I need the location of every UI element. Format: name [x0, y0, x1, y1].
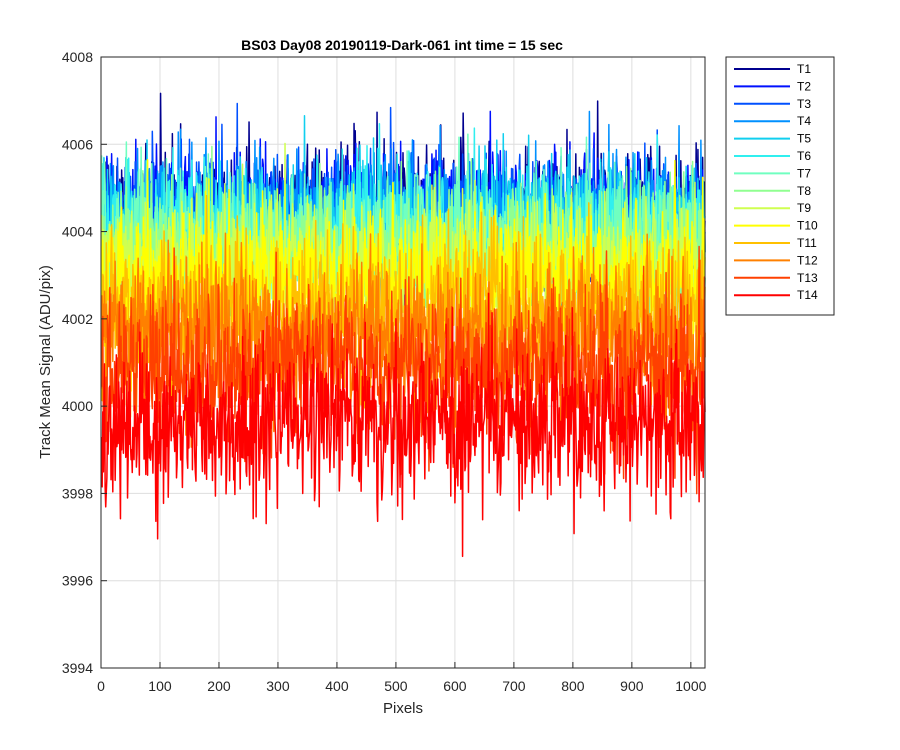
legend: T1 T2 T3 T4 T5 T6 T7 T8 T9 T10 T11 T12 T13 T14	[725, 56, 835, 316]
axis-ticks: 0 100 200 300 400 500 600 700 800 900 1000 3994 3996…	[62, 49, 707, 694]
y-tick-label: 4000	[62, 398, 93, 414]
x-tick-label: 600	[443, 678, 467, 694]
y-tick-label: 3998	[62, 485, 93, 501]
x-axis-title: Pixels	[383, 700, 423, 717]
x-tick-label: 900	[620, 678, 644, 694]
legend-box	[725, 56, 835, 316]
y-tick-label: 3994	[62, 660, 93, 676]
x-tick-label: 700	[502, 678, 526, 694]
x-tick-label: 100	[148, 678, 172, 694]
legend-label-t14: T14	[797, 288, 818, 302]
series-line-t12	[100, 232, 706, 456]
legend-label-t10: T10	[797, 219, 818, 233]
legend-label-t3: T3	[797, 97, 811, 111]
legend-label-t1: T1	[797, 62, 811, 76]
series-line-t14	[100, 292, 706, 558]
plot-frame	[100, 56, 706, 669]
y-tick-label: 3996	[62, 573, 93, 589]
legend-label-t6: T6	[797, 149, 811, 163]
x-tick-label: 1000	[675, 678, 706, 694]
x-tick-label: 800	[561, 678, 585, 694]
legend-label-t8: T8	[797, 184, 811, 198]
legend-label-t7: T7	[797, 166, 811, 180]
legend-label-t9: T9	[797, 201, 811, 215]
series-lines	[100, 92, 706, 558]
x-tick-label: 200	[207, 678, 231, 694]
y-tick-label: 4004	[62, 224, 93, 240]
chart-title: BS03 Day08 20190119-Dark-061 int time = …	[241, 37, 563, 53]
y-tick-label: 4008	[62, 49, 93, 65]
x-tick-label: 300	[266, 678, 290, 694]
y-tick-label: 4006	[62, 136, 93, 152]
legend-label-t12: T12	[797, 253, 818, 267]
legend-label-t11: T11	[797, 236, 817, 250]
legend-label-t2: T2	[797, 79, 811, 93]
legend-items: T1 T2 T3 T4 T5 T6 T7 T8 T9 T10 T11 T12 T13 T14	[734, 62, 818, 302]
x-tick-label: 0	[97, 678, 105, 694]
x-tick-label: 500	[384, 678, 408, 694]
legend-label-t4: T4	[797, 114, 811, 128]
y-axis-title: Track Mean Signal (ADU/pix)	[37, 265, 54, 459]
x-tick-label: 400	[325, 678, 349, 694]
legend-label-t5: T5	[797, 132, 811, 146]
legend-label-t13: T13	[797, 271, 818, 285]
y-tick-label: 4002	[62, 311, 93, 327]
